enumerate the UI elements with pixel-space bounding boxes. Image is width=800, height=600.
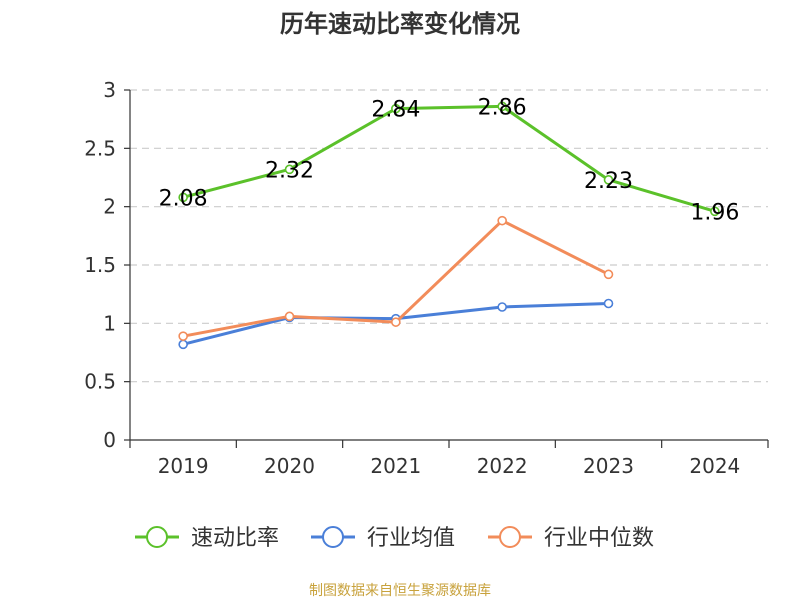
series-line-1 <box>182 104 716 213</box>
data-label: 2.08 <box>159 186 208 211</box>
data-point <box>391 317 401 327</box>
y-tick-label: 1 <box>103 311 116 335</box>
y-tick-label: 1.5 <box>84 253 116 277</box>
data-point <box>497 215 507 226</box>
x-tick-label: 2021 <box>370 454 421 478</box>
data-point <box>603 175 614 185</box>
legend-marker-icon <box>499 526 521 548</box>
y-tick-label: 2.5 <box>84 136 116 160</box>
legend-item-1[interactable]: 速动比率 <box>135 526 279 551</box>
data-point <box>710 206 720 217</box>
data-label: 2.32 <box>265 158 314 183</box>
data-label: 2.84 <box>371 98 420 123</box>
data-point <box>178 331 188 341</box>
x-tick-label: 2023 <box>583 454 634 478</box>
x-tick-label: 2020 <box>264 454 315 478</box>
legend[interactable]: 速动比率 行业均值 行业中位数 <box>135 526 654 551</box>
x-tick-label: 2024 <box>689 454 740 478</box>
legend-label: 速动比率 <box>191 526 279 551</box>
axes: 0 0.5 1 1.5 2 2.5 3 2019 2020 2021 2022 2023 2024 <box>84 78 769 478</box>
data-point <box>178 339 188 350</box>
data-point <box>178 192 188 203</box>
legend-item-2[interactable]: 行业均值 <box>311 526 455 551</box>
data-point <box>603 269 614 280</box>
data-point <box>391 103 401 114</box>
legend-marker-icon <box>322 526 344 548</box>
data-labels: 2.08 2.32 2.84 2.86 2.23 1.96 <box>159 95 740 225</box>
data-point <box>284 311 295 322</box>
source-note: 制图数据来自恒生聚源数据库 <box>309 583 491 599</box>
data-point <box>497 302 507 312</box>
data-label: 2.23 <box>584 169 633 194</box>
x-tick-label: 2022 <box>477 454 528 478</box>
series-layer <box>178 101 720 350</box>
y-tick-label: 3 <box>103 78 116 102</box>
data-point <box>284 164 295 175</box>
chart-title: 历年速动比率变化情况 <box>280 10 520 38</box>
legend-label: 行业中位数 <box>544 526 654 551</box>
legend-marker-icon <box>146 526 168 548</box>
y-tick-label: 0 <box>103 428 116 452</box>
data-point <box>497 101 507 112</box>
y-tick-label: 0.5 <box>84 370 116 394</box>
legend-item-3[interactable]: 行业中位数 <box>488 526 654 551</box>
grid <box>130 89 768 383</box>
data-point <box>603 298 614 309</box>
y-tick-label: 2 <box>103 195 116 219</box>
data-label: 2.86 <box>478 95 527 120</box>
data-label: 1.96 <box>690 200 739 225</box>
legend-label: 行业均值 <box>367 526 455 551</box>
x-tick-label: 2019 <box>158 454 209 478</box>
